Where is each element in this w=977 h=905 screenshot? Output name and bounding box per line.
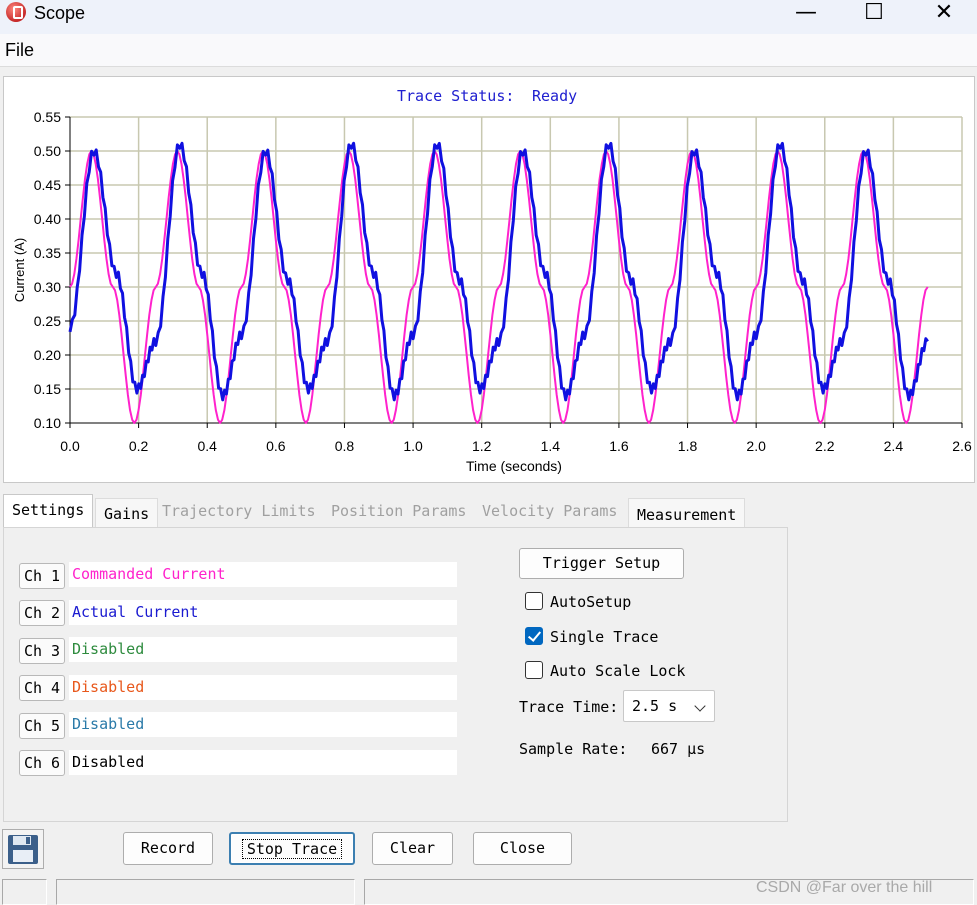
clear-button[interactable]: Clear [372, 832, 453, 865]
tab-position-params[interactable]: Position Params [331, 502, 467, 520]
menu-file[interactable]: File [5, 40, 35, 60]
watermark: CSDN @Far over the hill [756, 879, 933, 896]
commanded-current-line [69, 150, 929, 424]
tab-trajectory-limits[interactable]: Trajectory Limits [162, 502, 316, 520]
x-tick-label: 1.4 [541, 438, 561, 454]
channel-5-field[interactable]: Disabled [69, 712, 457, 737]
x-tick-label: 0.8 [335, 438, 355, 454]
y-tick-label: 0.45 [34, 177, 61, 193]
save-button[interactable] [2, 829, 44, 869]
y-tick-label: 0.25 [34, 313, 61, 329]
x-tick-label: 2.4 [884, 438, 904, 454]
scope-app-icon [6, 2, 26, 22]
y-tick-label: 0.55 [34, 109, 61, 125]
maximize-button[interactable]: ☐ [864, 0, 884, 25]
channel-4-field[interactable]: Disabled [69, 675, 457, 700]
y-tick-label: 0.20 [34, 347, 61, 363]
x-axis-label: Time (seconds) [466, 458, 562, 474]
y-tick-label: 0.15 [34, 381, 61, 397]
x-tick-label: 0.6 [266, 438, 286, 454]
x-tick-label: 0.2 [129, 438, 149, 454]
y-tick-label: 0.35 [34, 245, 61, 261]
floppy-disk-icon [8, 835, 38, 864]
x-tick-label: 1.6 [609, 438, 629, 454]
channel-2-field[interactable]: Actual Current [69, 600, 457, 625]
stop-trace-label: Stop Trace [241, 839, 343, 859]
x-tick-label: 1.2 [472, 438, 492, 454]
x-tick-label: 2.0 [746, 438, 766, 454]
tab-velocity-params[interactable]: Velocity Params [482, 502, 618, 520]
close-window-button[interactable]: ✕ [934, 0, 954, 25]
menu-bar [0, 34, 977, 67]
sample-rate-label: Sample Rate: [519, 740, 628, 758]
close-button[interactable]: Close [473, 832, 572, 865]
x-tick-label: 1.0 [403, 438, 423, 454]
x-tick-label: 2.2 [815, 438, 835, 454]
tab-gains[interactable]: Gains [95, 498, 159, 527]
y-tick-label: 0.30 [34, 279, 61, 295]
trace-status-value: Ready [532, 87, 577, 105]
x-tick-label: 0.0 [60, 438, 80, 454]
status-cell-2 [56, 879, 355, 905]
single-trace-label: Single Trace [550, 628, 659, 646]
tab-settings[interactable]: Settings [3, 494, 94, 529]
single-trace-checkbox[interactable] [525, 627, 543, 645]
channel-5-button[interactable]: Ch 5 [19, 713, 65, 739]
auto-setup-label: AutoSetup [550, 593, 632, 611]
tab-measurement[interactable]: Measurement [628, 498, 746, 527]
y-tick-label: 0.10 [34, 415, 61, 431]
channel-1-field[interactable]: Commanded Current [69, 562, 457, 587]
auto-setup-checkbox[interactable] [525, 592, 543, 610]
x-tick-label: 0.4 [197, 438, 217, 454]
record-button[interactable]: Record [123, 832, 213, 865]
scope-chart-panel: Trace Status: Ready 0.0 0.2 0.4 0.6 0.8 1.0 1.2 1… [3, 76, 975, 483]
sample-rate-value: 667 μs [651, 740, 706, 758]
trace-time-label: Trace Time: [519, 698, 619, 716]
channel-3-field[interactable]: Disabled [69, 637, 457, 662]
trace-status-label: Trace Status: [397, 87, 514, 105]
scope-chart: Trace Status: Ready 0.0 0.2 0.4 0.6 0.8 1.0 1.2 1… [12, 87, 972, 474]
channel-6-field[interactable]: Disabled [69, 750, 457, 775]
auto-scale-lock-label: Auto Scale Lock [550, 662, 686, 680]
status-cell-1 [2, 879, 47, 905]
x-tick-label: 1.8 [678, 438, 698, 454]
trace-time-select[interactable]: 2.5 s [623, 690, 715, 722]
y-tick-label: 0.40 [34, 211, 61, 227]
y-tick-label: 0.50 [34, 143, 61, 159]
channel-1-button[interactable]: Ch 1 [19, 563, 65, 589]
stop-trace-button[interactable]: Stop Trace [229, 832, 355, 865]
title-bar [0, 0, 977, 34]
auto-scale-lock-checkbox[interactable] [525, 661, 543, 679]
channel-2-button[interactable]: Ch 2 [19, 600, 65, 626]
trigger-setup-button[interactable]: Trigger Setup [519, 548, 684, 579]
y-axis-label: Current (A) [12, 238, 27, 302]
channel-4-button[interactable]: Ch 4 [19, 675, 65, 701]
window-title: Scope [34, 3, 86, 23]
channel-3-button[interactable]: Ch 3 [19, 638, 65, 664]
channel-6-button[interactable]: Ch 6 [19, 750, 65, 776]
trace-time-value: 2.5 s [632, 697, 678, 715]
x-tick-label: 2.6 [952, 438, 972, 454]
minimize-button[interactable]: — [795, 0, 817, 25]
chevron-down-icon [694, 700, 706, 712]
actual-current-line [68, 141, 929, 402]
